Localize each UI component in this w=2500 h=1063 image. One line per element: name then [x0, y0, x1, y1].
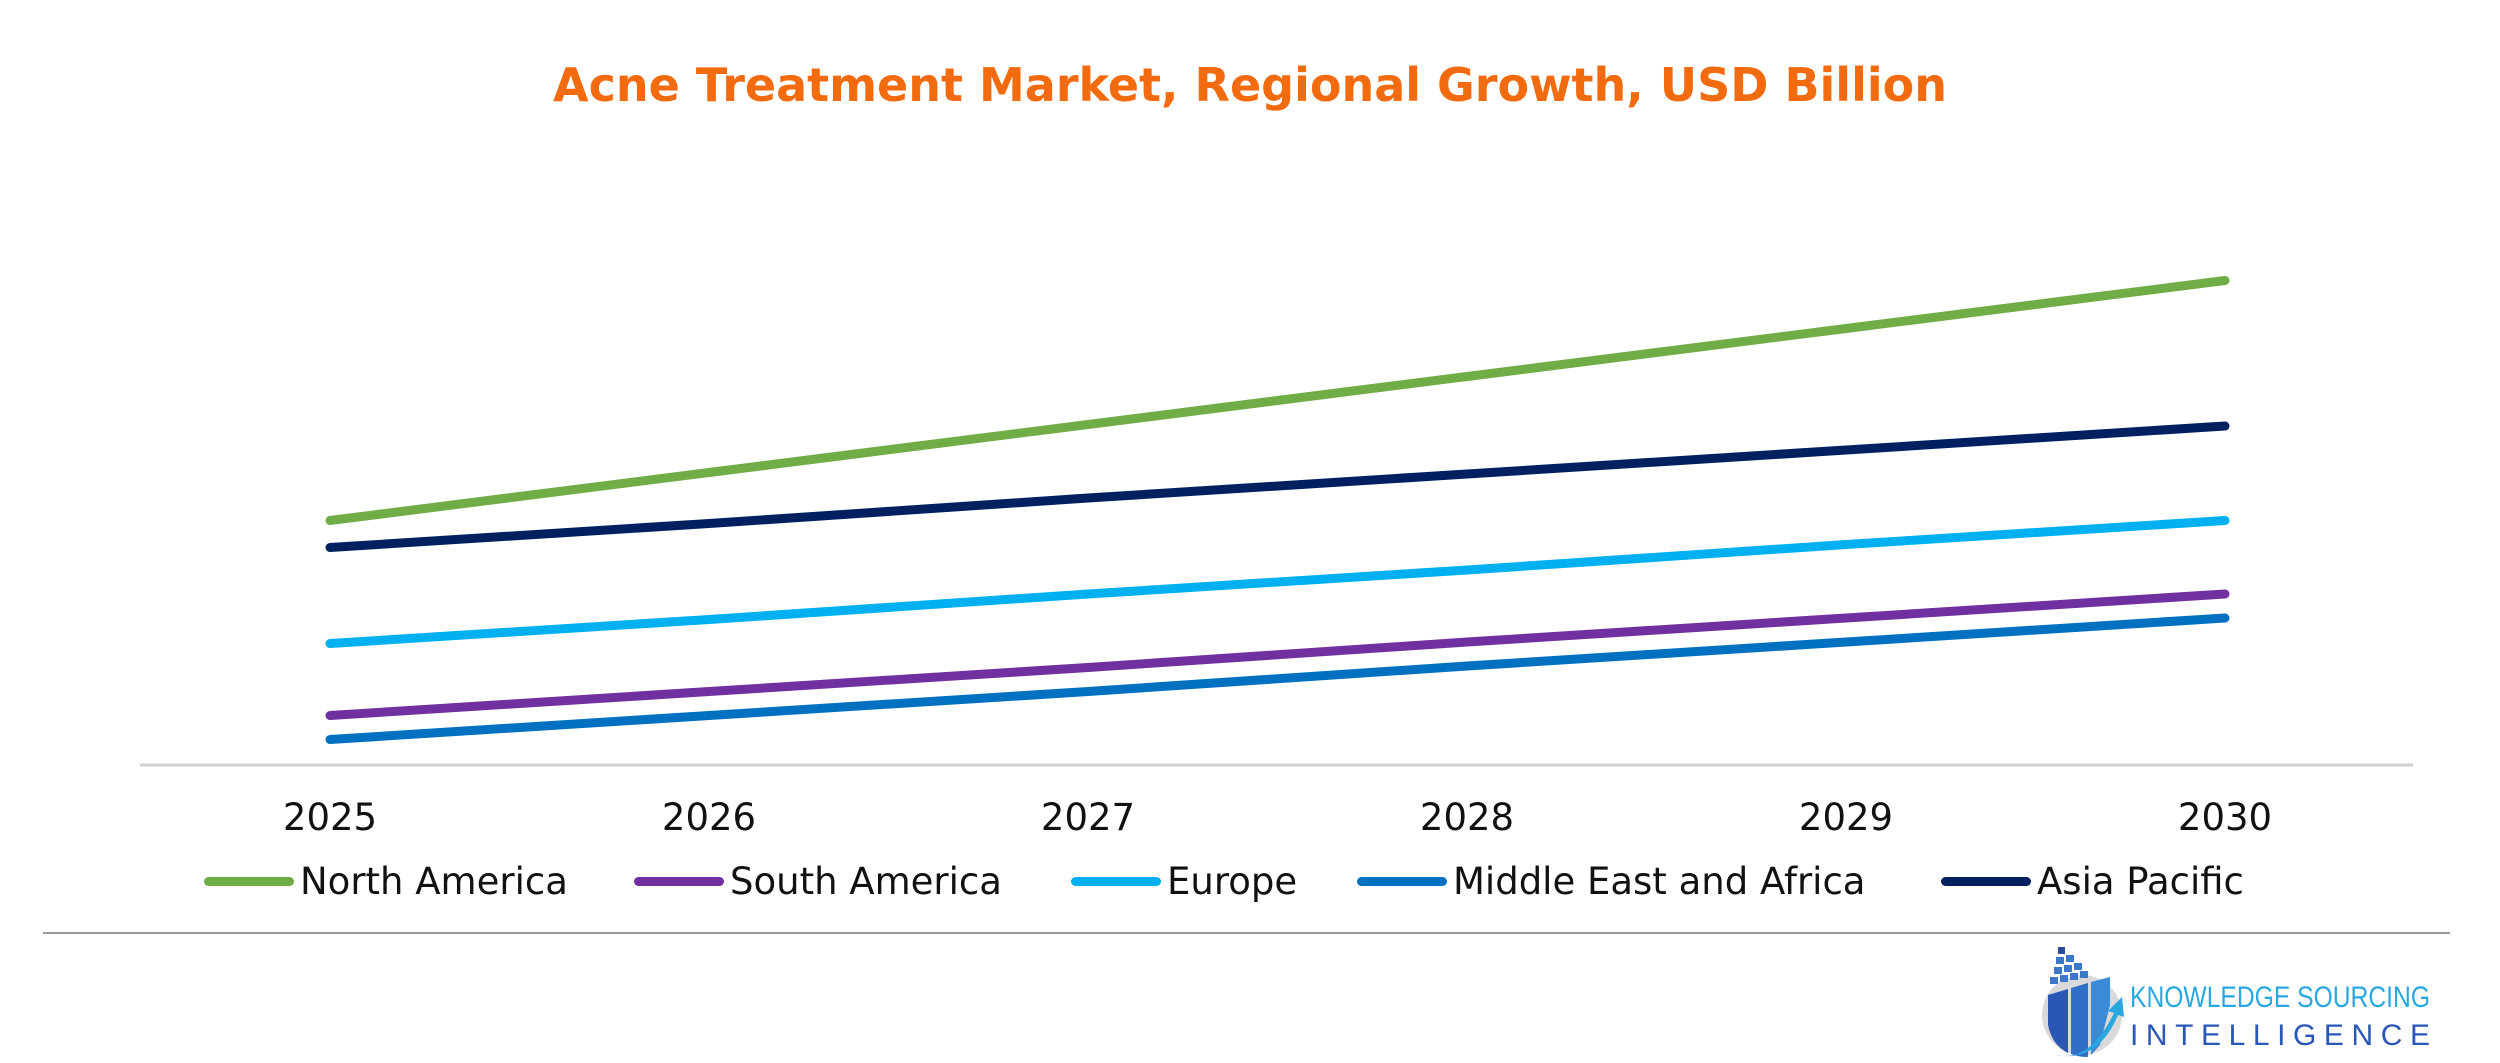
- legend-item: Europe: [1071, 860, 1297, 903]
- legend-item: South America: [634, 860, 1002, 903]
- legend-label: Europe: [1167, 860, 1298, 903]
- legend-swatch: [1941, 877, 2031, 886]
- series-line-south-america: [325, 589, 2230, 720]
- x-tick-label: 2025: [283, 796, 377, 839]
- x-tick-label: 2027: [1041, 796, 1135, 839]
- legend: North America South America Europe Middle E…: [0, 860, 2500, 920]
- x-tick-label: 2026: [662, 796, 756, 839]
- x-tick-label: 2029: [1799, 796, 1893, 839]
- chart-title: Acne Treatment Market, Regional Growth, …: [553, 58, 1947, 112]
- series-line-north-america: [325, 276, 2230, 525]
- series-lines: [325, 276, 2230, 744]
- x-tick-label: 2030: [2178, 796, 2272, 839]
- x-tick-labels: 2025 2026 2027 2028 2029 2030: [283, 796, 2272, 839]
- legend-label: Asia Pacific: [2037, 860, 2244, 903]
- legend-label: North America: [300, 860, 568, 903]
- series-line-asia-pacific: [325, 421, 2230, 552]
- legend-item: Asia Pacific: [1941, 860, 2244, 903]
- logo-text-line2: INTELLIGENCE: [2130, 1019, 2430, 1052]
- line-chart: 2025 2026 2027 2028 2029 2030: [140, 276, 2413, 839]
- legend-swatch: [1357, 877, 1447, 886]
- legend-label: Middle East and Africa: [1453, 860, 1866, 903]
- legend-swatch: [634, 877, 724, 886]
- logo-text-line1: KNOWLEDGE SOURCING: [2130, 981, 2430, 1014]
- legend-item: Middle East and Africa: [1357, 860, 1865, 903]
- legend-swatch: [1071, 877, 1161, 886]
- series-line-middle-east-and-africa: [325, 613, 2230, 744]
- x-tick-label: 2028: [1420, 796, 1514, 839]
- legend-swatch: [204, 877, 294, 886]
- legend-item: North America: [204, 860, 568, 903]
- series-line-europe: [325, 516, 2230, 648]
- legend-label: South America: [730, 860, 1002, 903]
- footer-divider: [43, 932, 2450, 934]
- knowledge-sourcing-logo: KNOWLEDGE SOURCING INTELLIGENCE: [2042, 947, 2430, 1057]
